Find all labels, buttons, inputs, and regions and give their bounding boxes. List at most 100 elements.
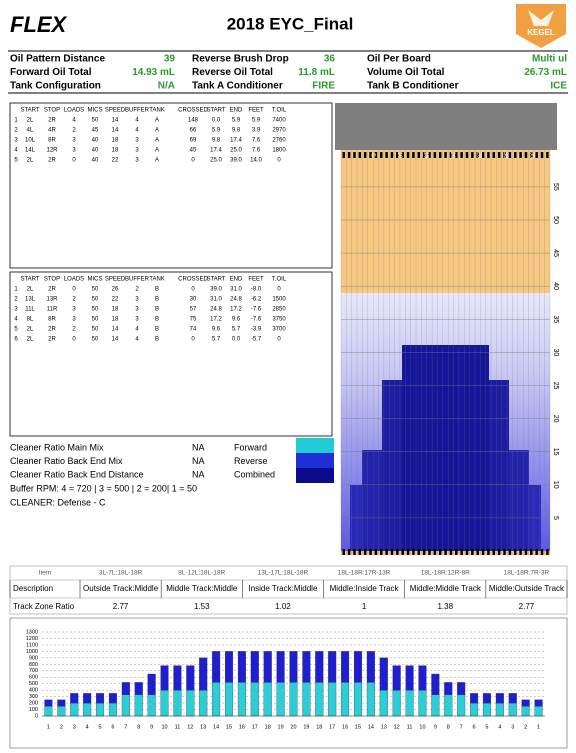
table-cell: A [155, 138, 159, 144]
chart-frame [9, 617, 568, 749]
table-cell: 18 [112, 307, 119, 313]
bar [134, 694, 143, 717]
board-marker [513, 152, 517, 158]
board-label: 5 [369, 153, 375, 157]
legend-swatch [296, 468, 334, 483]
table-cell: -5.7 [251, 337, 262, 343]
board-marker [347, 549, 351, 555]
table-header: FEET [248, 108, 264, 114]
table-cell: B [155, 307, 159, 313]
x-tick-label: 11 [175, 724, 181, 730]
table-cell: 0 [72, 337, 76, 343]
board-marker [546, 152, 549, 158]
board-marker [471, 152, 474, 158]
bar [353, 682, 363, 717]
bar [147, 694, 156, 717]
table-cell: 3 [14, 307, 18, 313]
board-marker [369, 549, 372, 555]
bar [108, 702, 117, 717]
zone-item: 18L-18R:17R-13R [338, 570, 391, 577]
bar [444, 682, 453, 695]
bar [379, 690, 388, 717]
x-tick-label: 17 [329, 724, 335, 730]
table-cell: 24.8 [230, 297, 242, 303]
bar [418, 690, 427, 717]
board-marker [406, 549, 410, 555]
bar [173, 665, 182, 691]
zone-description: Middle Track:Middle [166, 584, 238, 593]
table-cell: -3.9 [251, 327, 262, 333]
y-tick-label: 1200 [26, 636, 38, 642]
table-cell: 2 [72, 128, 76, 134]
table-cell: 39.0 [210, 287, 222, 293]
bar [418, 665, 427, 691]
table-cell: 50 [92, 327, 99, 333]
bar [160, 690, 169, 717]
board-marker [481, 152, 485, 158]
board-label: 35 [528, 152, 534, 159]
table-cell: 7400 [272, 118, 286, 124]
bar [276, 682, 285, 717]
bar [121, 682, 130, 695]
table-cell: 0 [72, 158, 76, 164]
table-cell: 12R [46, 148, 58, 154]
board-marker [540, 549, 544, 555]
board-marker [535, 549, 538, 555]
board-marker [390, 549, 394, 555]
bar [482, 702, 491, 717]
table-cell: 2L [27, 327, 34, 333]
bar [250, 651, 259, 683]
table-cell: 2R [48, 287, 56, 293]
reverse-table-frame [9, 271, 333, 437]
table-cell: B [155, 317, 159, 323]
bar [70, 693, 79, 704]
table-cell: 69 [190, 138, 197, 144]
table-cell: 0 [72, 287, 76, 293]
table-cell: 3 [14, 138, 18, 144]
board-marker [481, 549, 485, 555]
bar [482, 693, 491, 704]
bar [521, 706, 530, 717]
table-cell: 50 [92, 297, 99, 303]
legend-swatch [296, 438, 334, 453]
board-marker [380, 549, 383, 555]
distance-label: 10 [552, 481, 559, 489]
bar [134, 682, 143, 695]
board-marker [342, 152, 345, 158]
table-cell: 14 [112, 327, 119, 333]
board-marker [540, 152, 544, 158]
bar [470, 693, 479, 704]
legend-label: Forward [234, 442, 267, 452]
x-tick-label: 14 [368, 724, 374, 730]
zone-ratio: 1.53 [194, 602, 210, 611]
zone-ratio: 2.77 [113, 602, 129, 611]
bar [302, 651, 311, 683]
table-cell: 26 [112, 287, 119, 293]
bar [328, 682, 337, 717]
table-header: TANK [149, 108, 165, 114]
table-cell: 3750 [272, 317, 286, 323]
table-cell: 24.8 [210, 307, 222, 313]
x-tick-label: 2 [524, 724, 527, 730]
table-cell: 40 [92, 138, 99, 144]
table-cell: 6 [14, 337, 18, 343]
bar [276, 651, 285, 683]
distance-label: 40 [552, 282, 559, 290]
bar [508, 693, 517, 704]
table-cell: B [155, 287, 159, 293]
bar [470, 702, 479, 717]
table-cell: 5.9 [252, 118, 261, 124]
table-cell: 8R [48, 317, 56, 323]
bar [212, 682, 221, 717]
x-tick-label: 4 [86, 724, 89, 730]
board-marker [487, 549, 490, 555]
board-marker [492, 152, 496, 158]
bar [224, 651, 234, 683]
x-tick-label: 17 [252, 724, 258, 730]
board-marker [428, 549, 431, 555]
table-cell: 5.7 [232, 327, 241, 333]
table-header: END [230, 108, 243, 114]
board-marker [503, 152, 506, 158]
table-cell: 148 [188, 118, 199, 124]
bar [96, 693, 105, 704]
